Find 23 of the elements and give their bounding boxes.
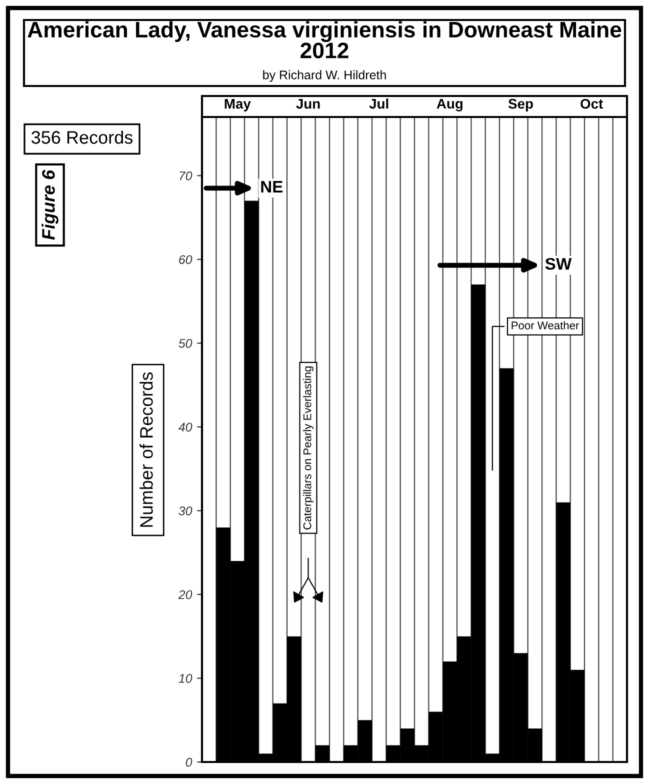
x-tick-label: May <box>224 99 251 112</box>
y-tick-label: 10 <box>178 674 192 683</box>
y-tick-label: 50 <box>178 338 192 348</box>
y-axis-title: Number of Records <box>140 372 153 527</box>
caption: Figure 6 <box>42 170 58 240</box>
y-tick-label: 0 <box>186 758 192 767</box>
y-tick-label: 40 <box>178 422 192 432</box>
y-tick-label: 20 <box>178 590 192 600</box>
y-tick-label: 60 <box>179 255 192 264</box>
annotation: SW <box>545 258 572 270</box>
chart-title: American Lady, Vanessa virginiensis in Downeast Maine 2012 <box>28 21 622 58</box>
x-tick-label: Oct <box>580 98 603 109</box>
x-tick-label: Sep <box>508 98 533 112</box>
y-tick-label: 70 <box>180 171 192 180</box>
annotation: NE <box>261 181 283 193</box>
chart-subtitle: by Richard W. Hildreth <box>263 70 386 82</box>
text: 356 Records <box>32 130 133 144</box>
x-tick-label: Jul <box>369 98 388 109</box>
y-tick-label: 30 <box>178 506 192 516</box>
annotation: Caterpillars on Pearly Everlasting <box>303 366 314 530</box>
annotation: Poor Weather <box>512 321 580 330</box>
x-tick-label: Aug <box>436 98 462 112</box>
x-tick-label: Jun <box>296 99 320 109</box>
